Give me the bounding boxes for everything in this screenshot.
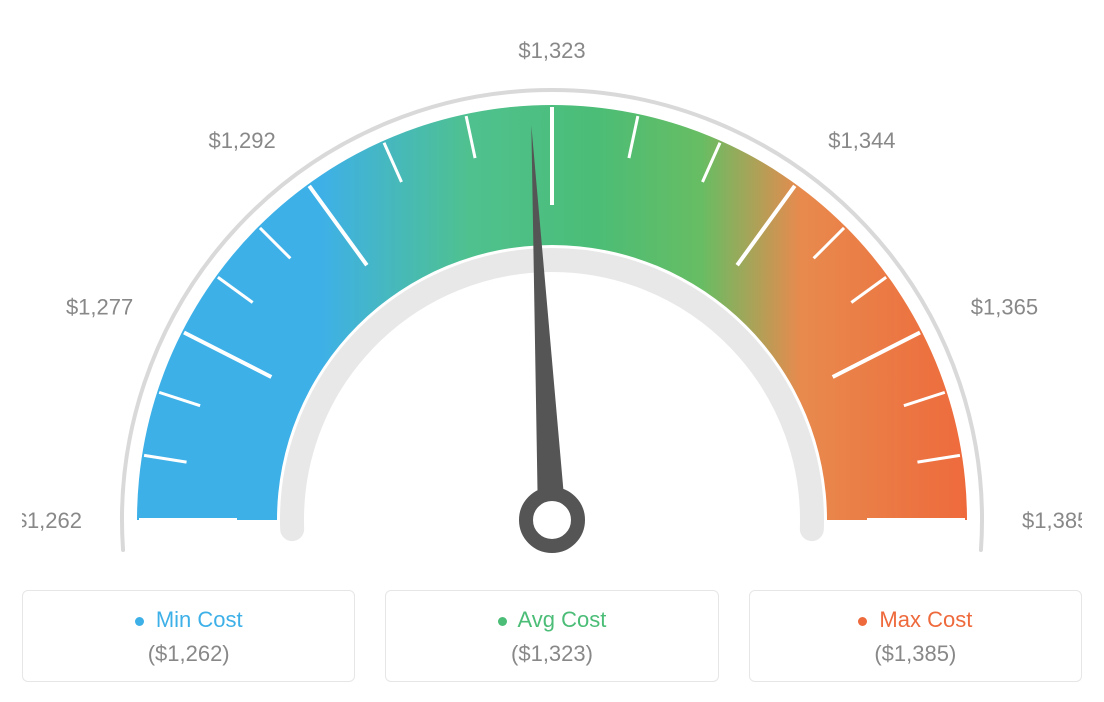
card-avg-cost: Avg Cost ($1,323): [385, 590, 718, 682]
card-max-title-text: Max Cost: [879, 607, 972, 632]
dot-icon: [858, 617, 867, 626]
card-max-title: Max Cost: [760, 607, 1071, 633]
card-min-cost: Min Cost ($1,262): [22, 590, 355, 682]
card-max-value: ($1,385): [760, 641, 1071, 667]
gauge-tick-label: $1,365: [971, 295, 1038, 320]
gauge-tick-label: $1,323: [518, 38, 585, 63]
card-min-title: Min Cost: [33, 607, 344, 633]
card-max-cost: Max Cost ($1,385): [749, 590, 1082, 682]
card-avg-title: Avg Cost: [396, 607, 707, 633]
gauge-tick-label: $1,292: [208, 128, 275, 153]
dot-icon: [135, 617, 144, 626]
card-avg-title-text: Avg Cost: [518, 607, 607, 632]
card-avg-value: ($1,323): [396, 641, 707, 667]
card-min-title-text: Min Cost: [156, 607, 243, 632]
gauge-tick-label: $1,262: [22, 508, 82, 533]
gauge-tick-label: $1,385: [1022, 508, 1082, 533]
gauge-svg: $1,262 $1,277 $1,292 $1,323 $1,344 $1,365 $1,3…: [22, 20, 1082, 580]
gauge-hub: [526, 494, 578, 546]
gauge-tick-label: $1,344: [828, 128, 895, 153]
summary-cards: Min Cost ($1,262) Avg Cost ($1,323) Max …: [22, 590, 1082, 682]
gauge-chart: $1,262 $1,277 $1,292 $1,323 $1,344 $1,365 $1,3…: [22, 20, 1082, 580]
gauge-tick-label: $1,277: [66, 295, 133, 320]
card-min-value: ($1,262): [33, 641, 344, 667]
dot-icon: [498, 617, 507, 626]
